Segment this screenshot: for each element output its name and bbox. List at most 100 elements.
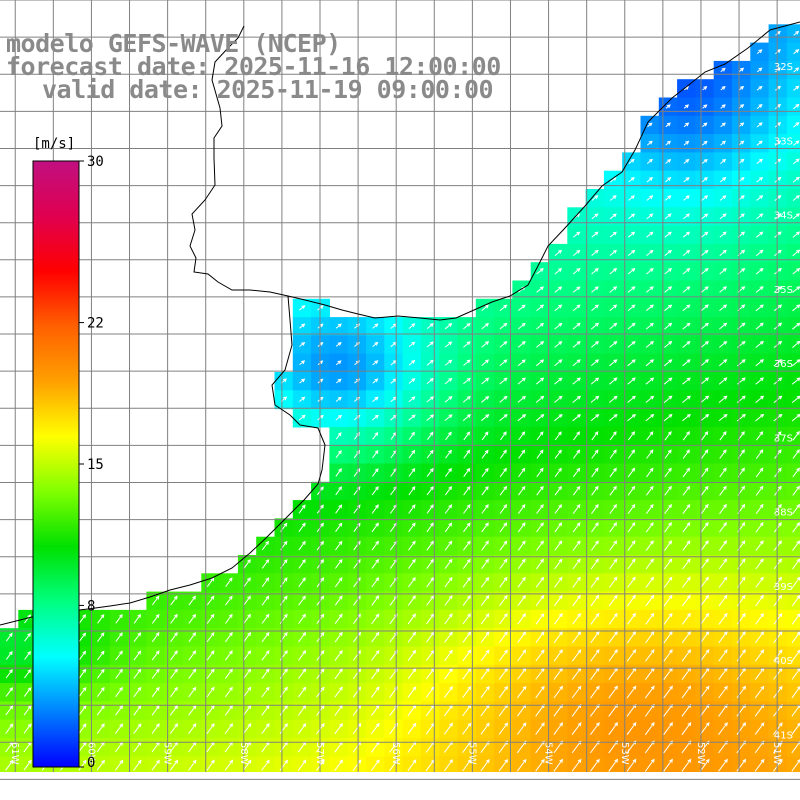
wind-arrow bbox=[224, 704, 233, 716]
wind-arrow bbox=[407, 613, 416, 625]
wind-arrow bbox=[773, 558, 782, 570]
wind-arrow bbox=[444, 414, 453, 421]
wind-cell bbox=[18, 756, 38, 772]
wind-arrow bbox=[78, 668, 87, 679]
wind-arrow bbox=[353, 414, 361, 421]
wind-arrow bbox=[663, 594, 673, 607]
wind-arrow bbox=[700, 449, 709, 459]
wind-arrow bbox=[426, 323, 434, 330]
wind-arrow bbox=[24, 779, 31, 789]
wind-arrow bbox=[627, 503, 636, 514]
wind-arrow bbox=[335, 504, 343, 514]
wind-arrow bbox=[700, 631, 710, 644]
wind-arrow bbox=[444, 504, 453, 514]
wind-arrow bbox=[720, 140, 727, 146]
wind-arrow bbox=[408, 778, 416, 789]
wind-arrow bbox=[408, 522, 416, 533]
wind-arrow bbox=[444, 631, 453, 643]
wind-cell bbox=[219, 756, 239, 772]
wind-arrow bbox=[646, 431, 654, 441]
wind-arrow bbox=[683, 177, 690, 183]
wind-arrow bbox=[645, 304, 654, 312]
wind-cell bbox=[732, 756, 751, 772]
wind-cell bbox=[347, 756, 367, 772]
wind-arrow bbox=[681, 685, 692, 699]
wind-arrow bbox=[426, 467, 434, 477]
wind-arrow bbox=[755, 558, 764, 570]
wind-arrow bbox=[700, 576, 709, 588]
wind-arrow bbox=[499, 341, 508, 348]
wind-arrow bbox=[23, 705, 32, 716]
wind-arrow bbox=[609, 485, 617, 496]
wind-arrow bbox=[572, 268, 581, 275]
wind-arrow bbox=[774, 467, 782, 478]
wind-arrow bbox=[609, 449, 617, 459]
wind-arrow bbox=[773, 522, 782, 533]
wind-arrow bbox=[773, 377, 783, 385]
wind-arrow bbox=[444, 359, 453, 366]
wind-cell bbox=[274, 756, 294, 772]
wind-arrow bbox=[773, 395, 783, 403]
wind-arrow bbox=[371, 577, 380, 588]
wind-arrow bbox=[792, 449, 800, 459]
wind-arrow bbox=[664, 449, 672, 459]
wind-arrow bbox=[334, 686, 343, 698]
wind-arrow bbox=[590, 594, 600, 607]
wind-arrow bbox=[700, 359, 710, 367]
wind-arrow bbox=[701, 140, 708, 146]
wind-arrow bbox=[754, 685, 765, 699]
wind-arrow bbox=[736, 413, 746, 422]
wind-cell bbox=[786, 408, 800, 428]
wind-arrow bbox=[97, 632, 105, 642]
wind-arrow bbox=[683, 104, 690, 109]
wind-arrow bbox=[755, 594, 764, 607]
wind-arrow bbox=[554, 522, 563, 533]
wind-arrow bbox=[773, 594, 783, 607]
wind-arrow bbox=[97, 613, 105, 624]
wind-arrow bbox=[5, 632, 13, 642]
wind-arrow bbox=[298, 522, 306, 532]
wind-arrow bbox=[481, 322, 490, 330]
wind-cell bbox=[164, 756, 184, 772]
wind-arrow bbox=[720, 158, 727, 164]
wind-arrow bbox=[755, 231, 764, 238]
wind-arrow bbox=[499, 594, 508, 606]
wind-arrow bbox=[462, 667, 472, 680]
wind-arrow bbox=[370, 686, 380, 698]
wind-cell bbox=[92, 775, 111, 794]
wind-arrow bbox=[334, 613, 343, 624]
wind-arrow bbox=[572, 249, 581, 256]
wind-arrow bbox=[609, 286, 618, 293]
wind-arrow bbox=[701, 195, 709, 201]
wind-arrow bbox=[426, 595, 435, 606]
wind-arrow bbox=[372, 360, 379, 366]
wind-arrow bbox=[554, 322, 563, 330]
wind-arrow bbox=[445, 449, 452, 459]
wind-arrow bbox=[206, 650, 215, 661]
wind-arrow bbox=[207, 779, 215, 789]
wind-arrow bbox=[408, 467, 416, 477]
wind-arrow bbox=[700, 286, 709, 293]
wind-arrow bbox=[498, 722, 509, 735]
wind-arrow bbox=[663, 377, 673, 385]
wind-arrow bbox=[756, 122, 763, 128]
wind-cell bbox=[695, 756, 715, 772]
wind-arrow bbox=[572, 377, 581, 385]
wind-arrow bbox=[96, 668, 105, 679]
wind-arrow bbox=[5, 650, 13, 660]
wind-cell bbox=[786, 481, 800, 501]
wind-cell bbox=[786, 152, 800, 172]
wind-arrow bbox=[535, 649, 545, 662]
wind-arrow bbox=[774, 122, 782, 128]
wind-arrow bbox=[78, 705, 87, 716]
wind-arrow bbox=[243, 631, 252, 643]
wind-cell bbox=[420, 756, 440, 772]
lon-label: 57W bbox=[314, 742, 325, 765]
wind-arrow bbox=[773, 322, 783, 330]
wind-arrow bbox=[700, 304, 709, 312]
wind-cell bbox=[786, 628, 800, 648]
wind-arrow bbox=[462, 595, 471, 606]
wind-arrow bbox=[682, 431, 690, 441]
wind-arrow bbox=[480, 631, 490, 643]
wind-arrow bbox=[517, 631, 527, 643]
